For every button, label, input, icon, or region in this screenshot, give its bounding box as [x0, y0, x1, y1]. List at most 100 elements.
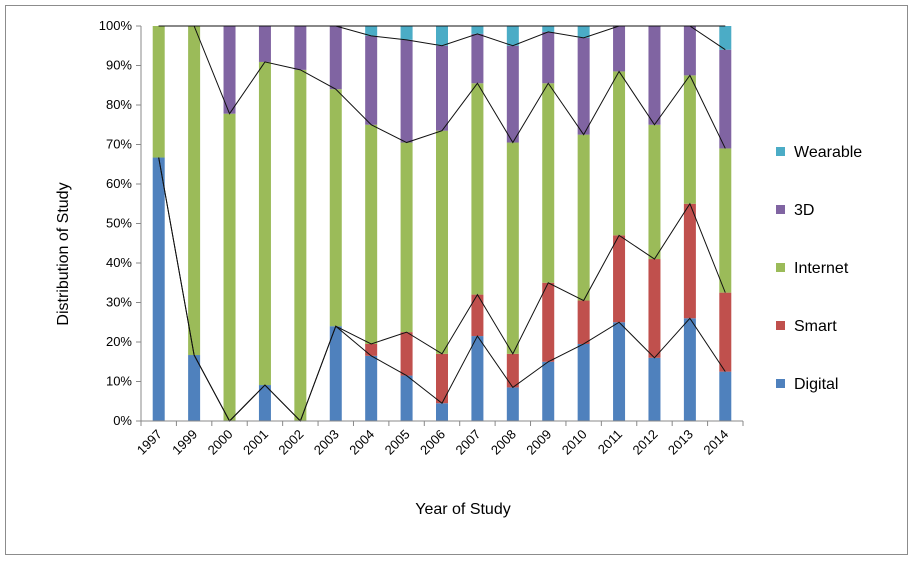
bar-3d-2012: [648, 26, 661, 125]
y-tick-label: 60%: [106, 176, 132, 191]
legend-swatch-wearable: [776, 147, 785, 156]
bar-digital-2004: [365, 355, 378, 421]
y-tick-label: 100%: [99, 18, 133, 33]
bar-internet-2005: [400, 142, 413, 333]
y-tick-label: 30%: [106, 295, 132, 310]
x-tick-label-2011: 2011: [595, 427, 625, 457]
chart-frame: 0% 10% 20% 30% 40% 50% 60% 70% 80% 90% 100% 1997 199…: [5, 5, 908, 555]
bars-layer: [152, 26, 732, 421]
bar-smart-2011: [613, 235, 626, 323]
bar-3d-2004: [365, 35, 378, 125]
y-tick-label: 70%: [106, 137, 132, 152]
x-tick-label-2006: 2006: [417, 427, 448, 458]
bar-smart-2007: [471, 294, 484, 337]
bar-3d-2003: [329, 26, 342, 90]
bar-3d-2005: [400, 39, 413, 143]
bar-3d-2009: [542, 31, 555, 84]
bar-wearable-2010: [577, 26, 590, 38]
y-axis-title: Distribution of Study: [55, 182, 72, 325]
bar-digital-2011: [613, 322, 626, 421]
bar-internet-2011: [613, 71, 626, 236]
bar-wearable-2005: [400, 26, 413, 40]
y-tick-label: 10%: [106, 374, 132, 389]
bar-digital-2009: [542, 361, 555, 421]
x-tick-label-1999: 1999: [169, 427, 200, 458]
boundary-lines-layer: [158, 25, 726, 422]
y-tick-label: 80%: [106, 97, 132, 112]
legend-label-smart: Smart: [794, 318, 837, 335]
bar-digital-2010: [577, 343, 590, 421]
bar-digital-1997: [152, 157, 165, 421]
bar-smart-2013: [683, 203, 696, 319]
bar-digital-2006: [436, 403, 448, 421]
bar-digital-2003: [329, 326, 342, 421]
bar-3d-2008: [506, 45, 519, 143]
bar-3d-2006: [436, 45, 448, 131]
legend-label-wearable: Wearable: [794, 144, 862, 161]
x-tick-label-2000: 2000: [205, 427, 236, 458]
bar-wearable-2007: [471, 26, 484, 34]
y-tick-label: 50%: [106, 216, 132, 231]
bar-digital-2007: [471, 336, 484, 421]
legend-label-internet: Internet: [794, 260, 849, 277]
legend-swatch-3d: [776, 205, 785, 214]
legend-swatch-smart: [776, 321, 785, 330]
y-tick-label: 40%: [106, 255, 132, 270]
x-tick-label-2004: 2004: [346, 427, 377, 458]
bar-smart-2010: [577, 300, 590, 344]
bar-internet-2002: [294, 69, 307, 421]
bar-3d-2002: [294, 26, 307, 70]
legend-label-3d: 3D: [794, 202, 814, 219]
y-tick-label: 0%: [113, 413, 132, 428]
bar-internet-2008: [506, 142, 519, 354]
x-tick-label-2001: 2001: [240, 427, 271, 458]
bar-internet-2006: [436, 130, 448, 354]
boundary-line-2: [158, 157, 726, 422]
bar-digital-2001: [258, 385, 271, 421]
x-tick-label-2009: 2009: [523, 427, 554, 458]
bar-smart-2009: [542, 282, 555, 362]
bar-3d-2010: [577, 37, 590, 135]
x-tick-label-2005: 2005: [382, 427, 413, 458]
bar-wearable-2009: [542, 26, 555, 32]
y-tick-label: 90%: [106, 58, 132, 73]
bar-smart-2004: [365, 343, 378, 356]
x-tick-label-2008: 2008: [488, 427, 519, 458]
bar-internet-2003: [329, 89, 342, 327]
bar-internet-1999: [188, 26, 201, 356]
bar-internet-2007: [471, 83, 484, 295]
legend-swatch-internet: [776, 263, 785, 272]
x-tick-label-2002: 2002: [275, 427, 306, 458]
boundary-line-3: [158, 25, 726, 149]
legend-swatch-digital: [776, 379, 785, 388]
bar-digital-2014: [719, 371, 732, 421]
bar-3d-2001: [258, 26, 271, 62]
x-tick-label-2014: 2014: [700, 427, 731, 458]
bar-smart-2008: [506, 353, 519, 388]
bar-3d-2000: [223, 26, 236, 114]
bar-internet-2004: [365, 124, 378, 344]
bar-3d-2013: [683, 26, 696, 76]
bar-smart-2006: [436, 353, 448, 404]
x-tick-label-2010: 2010: [559, 427, 590, 458]
bar-digital-2008: [506, 387, 519, 421]
bar-smart-2012: [648, 259, 661, 358]
bar-internet-2013: [683, 75, 696, 204]
x-axis-title: Year of Study: [415, 501, 510, 518]
x-tick-label-2007: 2007: [452, 427, 483, 458]
y-tick-label: 20%: [106, 334, 132, 349]
bar-wearable-2006: [436, 26, 448, 46]
x-tick-label-2003: 2003: [311, 427, 342, 458]
bar-internet-2014: [719, 148, 732, 293]
legend-label-digital: Digital: [794, 376, 838, 393]
bar-3d-2011: [613, 26, 626, 72]
bar-wearable-2004: [365, 26, 378, 36]
bar-wearable-2008: [506, 26, 519, 46]
stacked-bar-chart: 0% 10% 20% 30% 40% 50% 60% 70% 80% 90% 100% 1997 199…: [55, 18, 862, 518]
bar-wearable-2014: [719, 26, 732, 50]
bar-internet-2010: [577, 134, 590, 301]
bar-internet-1997: [152, 26, 165, 158]
bar-internet-2012: [648, 124, 661, 260]
bar-smart-2005: [400, 332, 413, 376]
bar-digital-2013: [683, 318, 696, 421]
